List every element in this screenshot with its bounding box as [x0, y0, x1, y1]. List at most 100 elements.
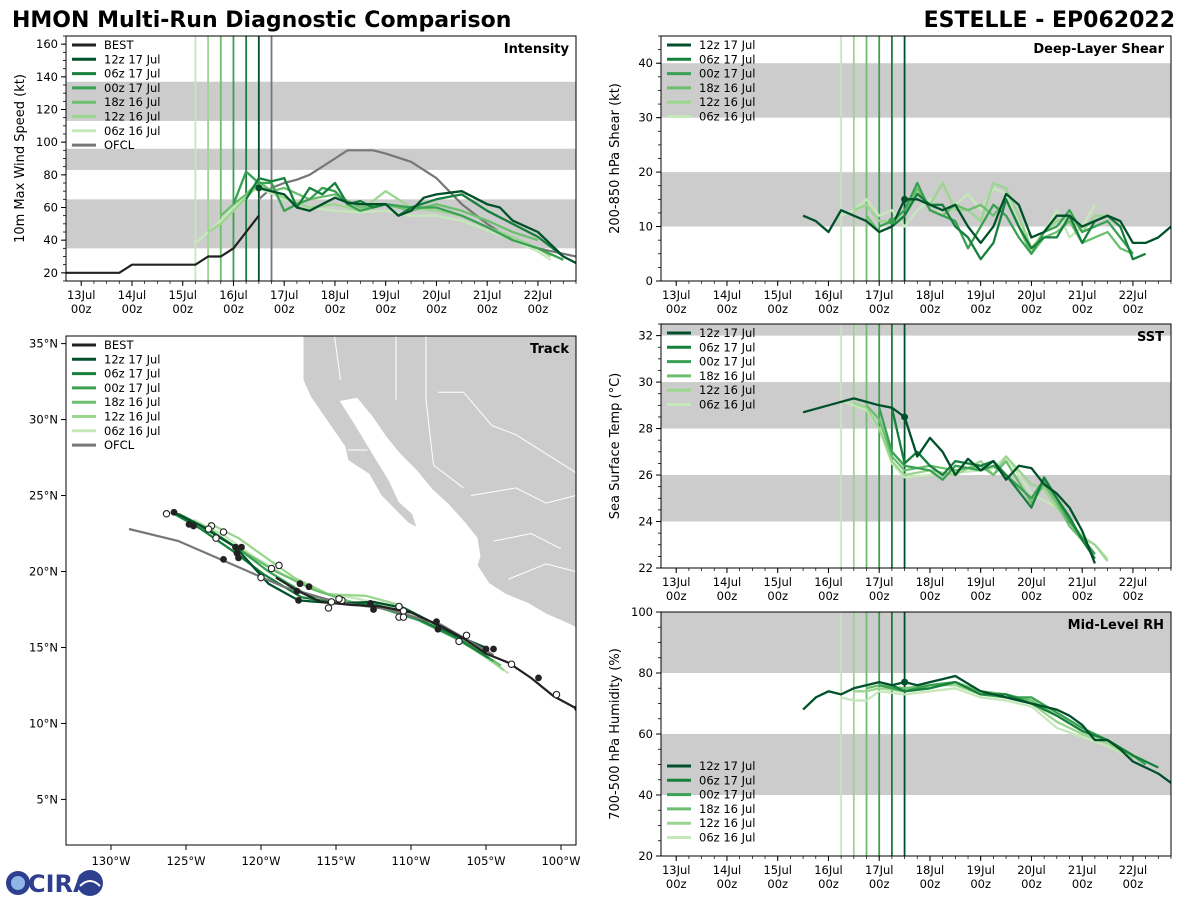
track-series-line: [275, 576, 576, 710]
rh-panel: 2040608010013Jul00z14Jul00z15Jul00z16Jul…: [608, 605, 1172, 891]
sst-xtick-sublabel: 00z: [869, 589, 890, 603]
intensity-xtick-sublabel: 00z: [71, 302, 92, 316]
shear-legend-entry: 00z 17 Jul: [699, 67, 756, 81]
state-border: [438, 391, 576, 474]
rh-legend-entry: 12z 17 Jul: [699, 759, 756, 773]
intensity-legend-entry: BEST: [104, 38, 134, 52]
track-legend-entry: 12z 17 Jul: [104, 352, 161, 366]
track-position-marker: [367, 600, 374, 607]
track-ytick-label: 20°N: [29, 565, 58, 579]
track-legend-entry: 06z 16 Jul: [104, 424, 161, 438]
shear-ytick-label: 10: [638, 220, 653, 234]
track-xtick-label: 100°W: [541, 854, 580, 868]
shear-init-point: [888, 217, 896, 225]
intensity-legend-entry: 06z 17 Jul: [104, 67, 161, 81]
shear-ytick-label: 20: [638, 165, 653, 179]
rh-band: [661, 734, 1171, 795]
shear-panel: 01020304013Jul00z14Jul00z15Jul00z16Jul00…: [608, 35, 1172, 316]
track-legend-entry: 12z 16 Jul: [104, 410, 161, 424]
state-border: [425, 399, 464, 489]
intensity-ytick-label: 80: [43, 168, 58, 182]
intensity-legend-entry: 06z 16 Jul: [104, 124, 161, 138]
shear-xtick-label: 17Jul: [865, 288, 894, 302]
track-ytick-label: 25°N: [29, 489, 58, 503]
rh-legend-entry: 12z 16 Jul: [699, 816, 756, 830]
track-position-marker: [293, 587, 301, 595]
sst-xtick-label: 17Jul: [865, 575, 894, 589]
shear-xtick-label: 13Jul: [662, 288, 691, 302]
shear-legend-entry: 06z 16 Jul: [699, 110, 756, 124]
shear-xtick-sublabel: 00z: [1123, 302, 1144, 316]
sst-init-point: [901, 413, 909, 421]
rh-xtick-sublabel: 00z: [970, 877, 991, 891]
shear-xtick-label: 19Jul: [966, 288, 995, 302]
sst-xtick-label: 13Jul: [662, 575, 691, 589]
shear-series-line: [840, 187, 1096, 239]
intensity-xtick-label: 22Jul: [524, 288, 553, 302]
sst-panel-title: SST: [1137, 330, 1164, 345]
sst-band: [661, 475, 1171, 522]
shear-xtick-label: 15Jul: [763, 288, 792, 302]
intensity-legend-entry: 12z 16 Jul: [104, 110, 161, 124]
track-position-marker-open: [327, 598, 336, 606]
shear-band: [661, 63, 1171, 118]
track-position-marker: [433, 618, 440, 626]
intensity-series-line: [66, 215, 260, 274]
track-position-marker-open: [399, 613, 408, 621]
track-position-marker-open: [552, 690, 561, 699]
intensity-xtick-label: 19Jul: [371, 288, 400, 302]
state-border: [470, 487, 576, 504]
sst-series-line: [802, 397, 1096, 564]
track-frame: [65, 335, 577, 846]
sst-legend-entry: 18z 16 Jul: [699, 369, 756, 383]
rh-series-line: [840, 687, 1134, 760]
sst-plot-area: [661, 324, 1171, 568]
state-border: [493, 532, 562, 550]
shear-y-axis-label: 200-850 hPa Shear (kt): [608, 83, 623, 234]
track-legend-entry: 18z 16 Jul: [104, 395, 161, 409]
shear-xtick-sublabel: 00z: [920, 302, 941, 316]
track-xtick-label: 120°W: [241, 854, 280, 868]
track-position-marker-open: [257, 573, 265, 582]
rh-legend-entry: 06z 17 Jul: [699, 773, 756, 787]
track-position-marker: [295, 596, 302, 604]
track-position-marker-open: [219, 528, 228, 536]
intensity-y-axis-label: 10m Max Wind Speed (kt): [13, 74, 28, 243]
track-position-marker: [232, 543, 239, 551]
rh-xtick-label: 14Jul: [713, 863, 742, 877]
shear-xtick-label: 16Jul: [814, 288, 843, 302]
track-xtick-label: 110°W: [391, 854, 430, 868]
satellite-badge-icon: [77, 870, 103, 896]
shear-panel-title: Deep-Layer Shear: [1033, 42, 1164, 57]
intensity-panel-title: Intensity: [504, 42, 570, 57]
land-mexico: [302, 336, 576, 629]
rh-ytick-label: 20: [638, 849, 653, 863]
rh-xtick-sublabel: 00z: [1072, 877, 1093, 891]
rh-y-axis-label: 700-500 hPa Humidity (%): [608, 648, 623, 820]
track-legend-entry: BEST: [104, 338, 134, 352]
rh-xtick-label: 16Jul: [814, 863, 843, 877]
track-position-marker: [490, 645, 497, 653]
rh-ytick-label: 60: [638, 727, 653, 741]
track-position-marker-open: [267, 564, 276, 573]
rh-plot-area: [661, 612, 1171, 856]
intensity-legend-entry: OFCL: [104, 138, 135, 152]
shear-ytick-label: 30: [638, 111, 653, 125]
track-ytick-label: 10°N: [29, 716, 58, 730]
intensity-xtick-sublabel: 00z: [528, 302, 549, 316]
sst-frame: [660, 323, 1172, 569]
intensity-series-line: [258, 149, 576, 258]
track-position-marker-open: [507, 660, 516, 668]
sst-legend-entry: 06z 16 Jul: [699, 398, 756, 412]
track-ytick-label: 35°N: [29, 337, 58, 351]
sst-xtick-sublabel: 00z: [970, 589, 991, 603]
sst-ytick-label: 26: [638, 468, 653, 482]
sst-band: [661, 324, 1171, 336]
rh-xtick-sublabel: 00z: [666, 877, 687, 891]
sst-xtick-sublabel: 00z: [1072, 589, 1093, 603]
rh-ytick-label: 40: [638, 788, 653, 802]
rh-xtick-label: 18Jul: [916, 863, 945, 877]
sst-ytick-label: 30: [638, 375, 653, 389]
